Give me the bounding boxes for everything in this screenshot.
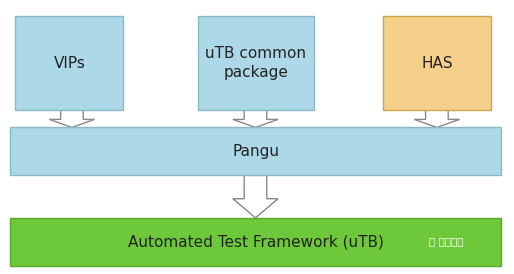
FancyBboxPatch shape (10, 218, 501, 266)
Text: Pangu: Pangu (232, 144, 279, 159)
FancyBboxPatch shape (15, 16, 123, 110)
Text: HAS: HAS (421, 56, 453, 70)
FancyBboxPatch shape (10, 127, 501, 175)
Polygon shape (233, 175, 278, 218)
Text: uTB common
package: uTB common package (205, 45, 306, 81)
Polygon shape (49, 110, 95, 127)
Text: Automated Test Framework (uTB): Automated Test Framework (uTB) (128, 234, 383, 249)
Text: VIPs: VIPs (53, 56, 85, 70)
Polygon shape (414, 110, 460, 127)
FancyBboxPatch shape (198, 16, 314, 110)
Polygon shape (233, 110, 278, 127)
Text: ⓘ 路科验证: ⓘ 路科验证 (429, 237, 464, 247)
FancyBboxPatch shape (383, 16, 491, 110)
